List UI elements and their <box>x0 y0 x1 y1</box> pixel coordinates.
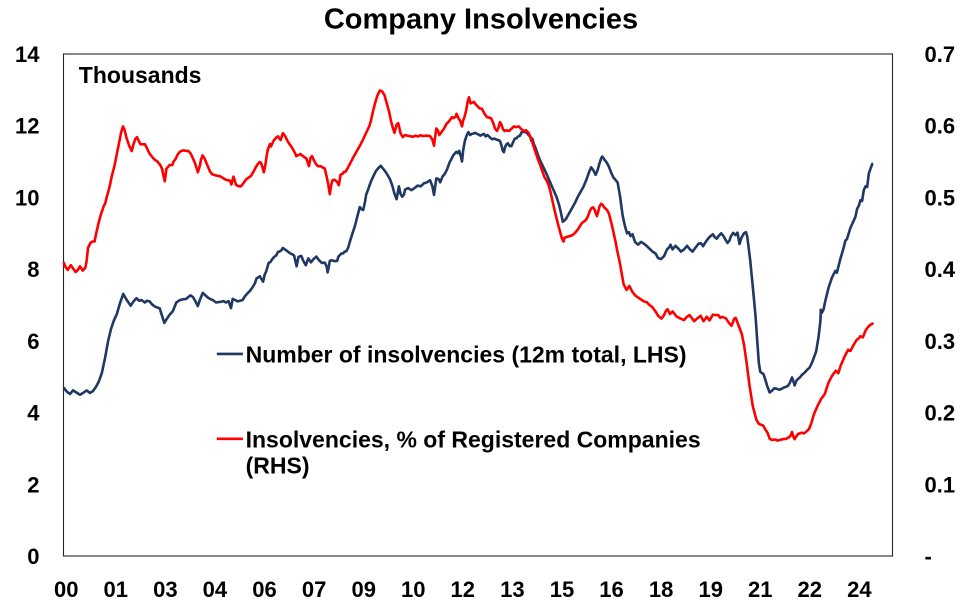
svg-text:22: 22 <box>798 577 822 602</box>
svg-text:Insolvencies, % of Registered: Insolvencies, % of Registered Companies <box>246 427 701 453</box>
svg-text:Company Insolvencies: Company Insolvencies <box>324 4 638 36</box>
svg-text:04: 04 <box>203 577 228 602</box>
svg-text:06: 06 <box>252 577 276 602</box>
svg-text:0: 0 <box>27 544 39 569</box>
svg-text:0.2: 0.2 <box>925 401 956 426</box>
svg-text:16: 16 <box>599 577 623 602</box>
svg-text:0.7: 0.7 <box>925 42 956 67</box>
svg-text:10: 10 <box>401 577 425 602</box>
svg-text:01: 01 <box>104 577 128 602</box>
svg-text:0.6: 0.6 <box>925 114 956 139</box>
svg-text:19: 19 <box>698 577 722 602</box>
svg-text:03: 03 <box>153 577 177 602</box>
svg-text:-: - <box>925 544 932 569</box>
svg-text:Number of insolvencies (12m to: Number of insolvencies (12m total, LHS) <box>246 342 687 368</box>
svg-text:24: 24 <box>847 577 872 602</box>
svg-text:12: 12 <box>15 114 39 139</box>
svg-text:15: 15 <box>550 577 574 602</box>
svg-text:09: 09 <box>351 577 375 602</box>
svg-text:Thousands: Thousands <box>79 62 202 88</box>
svg-text:10: 10 <box>15 185 39 210</box>
svg-text:2: 2 <box>27 472 39 497</box>
svg-text:0.4: 0.4 <box>925 257 956 282</box>
svg-text:21: 21 <box>748 577 772 602</box>
svg-text:8: 8 <box>27 257 39 282</box>
svg-text:0.1: 0.1 <box>925 472 956 497</box>
svg-text:13: 13 <box>500 577 524 602</box>
svg-text:07: 07 <box>302 577 326 602</box>
svg-text:18: 18 <box>649 577 673 602</box>
svg-text:6: 6 <box>27 329 39 354</box>
svg-text:12: 12 <box>451 577 475 602</box>
svg-text:00: 00 <box>54 577 78 602</box>
svg-text:0.5: 0.5 <box>925 185 956 210</box>
svg-text:(RHS): (RHS) <box>246 453 310 479</box>
svg-text:14: 14 <box>15 42 40 67</box>
svg-text:4: 4 <box>27 401 40 426</box>
svg-text:0.3: 0.3 <box>925 329 956 354</box>
